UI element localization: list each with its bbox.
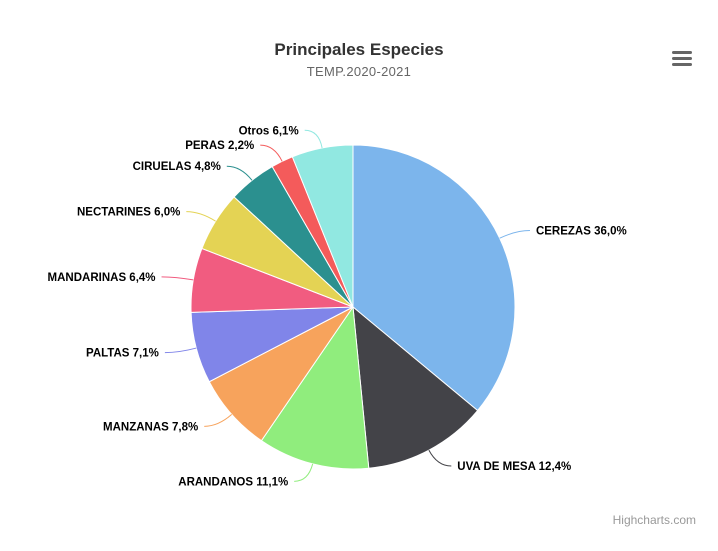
context-menu-button[interactable]: [668, 46, 698, 72]
credits-link[interactable]: Highcharts.com: [612, 513, 696, 527]
hamburger-menu-icon: [672, 57, 692, 60]
label-connector-peras: [260, 144, 283, 162]
label-connectors: [161, 129, 530, 482]
hamburger-menu-icon: [672, 63, 692, 66]
label-connector-arandanos: [294, 463, 314, 482]
label-connector-mandarinas: [161, 276, 194, 281]
label-connector-otros: [304, 129, 323, 149]
data-label-otros: Otros 6,1%: [239, 125, 299, 137]
chart-title: Principales Especies: [274, 40, 444, 59]
data-label-manzanas: MANZANAS 7,8%: [103, 421, 198, 433]
data-label-nectarines: NECTARINES 6,0%: [77, 207, 180, 219]
label-connector-nectarines: [186, 211, 216, 222]
data-label-arandanos: ARANDANOS 11,1%: [178, 476, 288, 488]
hamburger-menu-icon: [672, 51, 692, 54]
label-connector-manzanas: [204, 414, 233, 427]
data-label-cerezas: CEREZAS 36,0%: [536, 226, 627, 238]
label-connector-ciruelas: [226, 165, 253, 181]
data-label-mandarinas: MANDARINAS 6,4%: [48, 272, 156, 284]
chart-subtitle: TEMP.2020-2021: [306, 64, 412, 79]
pie-slice-arandanos[interactable]: [260, 305, 370, 470]
pie-slice-cerezas[interactable]: [352, 144, 516, 412]
label-connector-cerezas: [499, 230, 530, 239]
data-label-uva-de-mesa: UVA DE MESA 12,4%: [457, 461, 571, 473]
data-labels: CEREZAS 36,0% UVA DE MESA 12,4% ARANDANOS …: [48, 125, 627, 488]
pie-slices: [190, 144, 516, 470]
data-label-peras: PERAS 2,2%: [185, 140, 254, 152]
label-connector-uva-de-mesa: [428, 449, 452, 467]
data-label-ciruelas: CIRUELAS 4,8%: [133, 161, 221, 173]
label-connector-paltas: [164, 347, 197, 354]
data-label-paltas: PALTAS 7,1%: [86, 348, 159, 360]
